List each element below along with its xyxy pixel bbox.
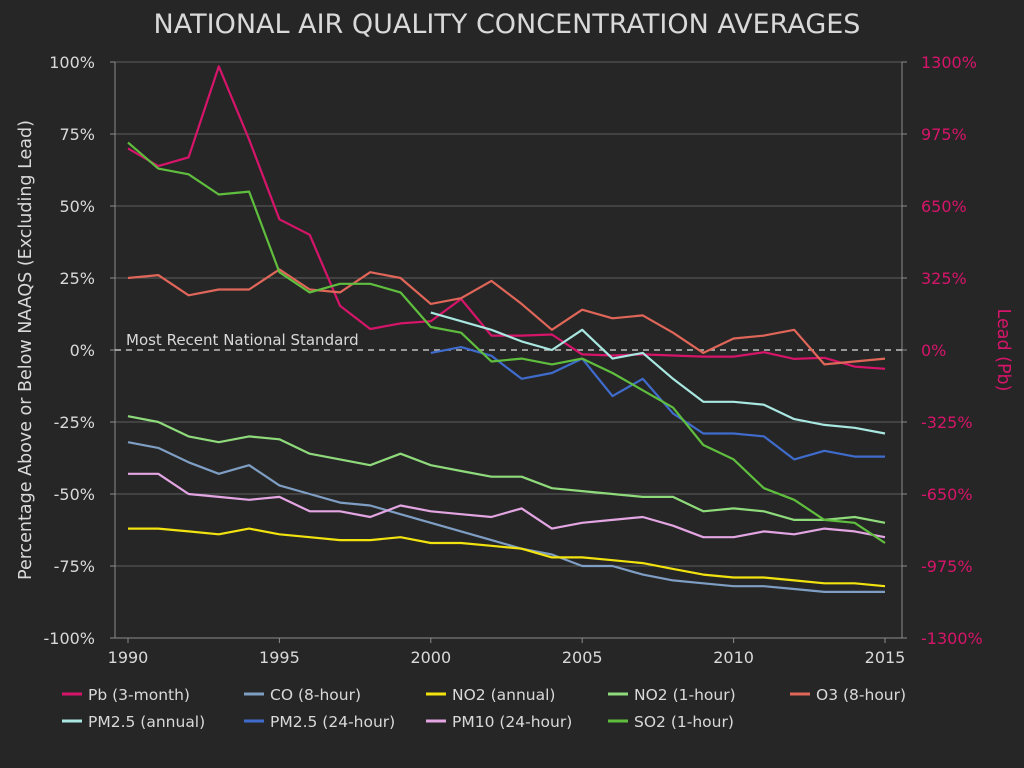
y2-tick-label: -975% [921, 557, 973, 576]
x-tick-label: 1990 [108, 648, 149, 667]
legend-label-o3-8-hour: O3 (8-hour) [816, 686, 906, 704]
legend-label-no2-1-hour: NO2 (1-hour) [634, 686, 736, 704]
series-line-pm2-5-annual [430, 311, 886, 435]
series-line-no2-1-hour [127, 415, 886, 524]
series-line-co-8-hour [127, 441, 885, 594]
y-tick-label: -75% [54, 557, 95, 576]
legend-label-pb-3-month: Pb (3-month) [88, 686, 190, 704]
x-tick-label: 2005 [562, 648, 603, 667]
y-tick-label: 0% [70, 341, 95, 360]
y2-tick-label: -650% [921, 485, 973, 504]
y2-tick-label: -1300% [921, 629, 983, 648]
y-tick-label: 75% [59, 125, 95, 144]
y-tick-label: 50% [59, 197, 95, 216]
series-line-no2-annual [128, 527, 886, 588]
y2-tick-label: 650% [921, 197, 967, 216]
x-tick-label: 2000 [410, 648, 451, 667]
x-tick-label: 1995 [259, 648, 300, 667]
reference-line-label: Most Recent National Standard [126, 331, 359, 349]
series-line-so2-1-hour [127, 141, 886, 544]
legend: Pb (3-month) CO (8-hour) NO2 (annual) NO2 (… [62, 686, 906, 731]
y-tick-label: 100% [49, 53, 95, 72]
y2-axis-label: Lead (Pb) [993, 309, 1013, 392]
axes: -100% -75% -50% -25% 0% 25% 50% 75% 100% -1300% -9… [43, 53, 982, 667]
y-tick-label: -50% [54, 485, 95, 504]
y-tick-label: 25% [59, 269, 95, 288]
series-line-pm10-24-hour [128, 472, 886, 539]
series-line-o3-8-hour [127, 268, 886, 366]
legend-label-pm10-24-hour: PM10 (24-hour) [452, 713, 572, 731]
legend-label-co-8-hour: CO (8-hour) [270, 686, 361, 704]
legend-label-so2-1-hour: SO2 (1-hour) [634, 713, 734, 731]
x-tick-label: 2010 [713, 648, 754, 667]
y-tick-label: -100% [43, 629, 95, 648]
y-axis-label: Percentage Above or Below NAAQS (Excludi… [16, 120, 36, 580]
y2-tick-label: 1300% [921, 53, 977, 72]
chart-title: NATIONAL AIR QUALITY CONCENTRATION AVERA… [154, 9, 861, 40]
y2-tick-label: 975% [921, 125, 967, 144]
legend-label-no2-annual: NO2 (annual) [452, 686, 555, 704]
y2-tick-label: -325% [921, 413, 973, 432]
y-tick-label: -25% [54, 413, 95, 432]
series-lines [127, 65, 886, 594]
y2-tick-label: 325% [921, 269, 967, 288]
series-line-pm2-5-24-hour [430, 346, 885, 461]
legend-label-pm2-5-annual: PM2.5 (annual) [88, 713, 205, 731]
y2-tick-label: 0% [921, 341, 946, 360]
x-tick-label: 2015 [865, 648, 906, 667]
legend-label-pm2-5-24-hour: PM2.5 (24-hour) [270, 713, 395, 731]
